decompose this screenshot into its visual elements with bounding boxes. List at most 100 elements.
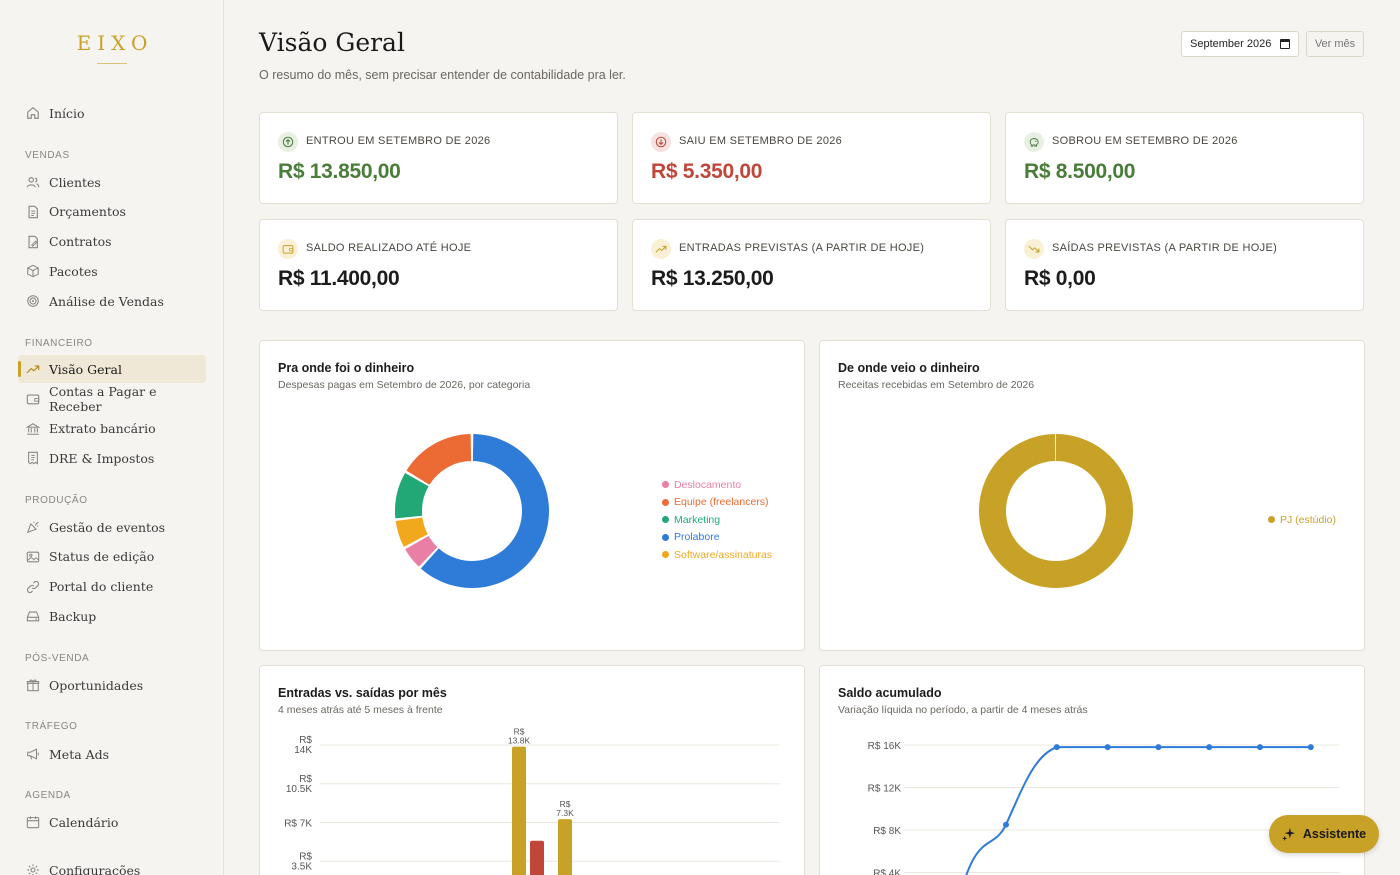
contract-icon [28,235,38,248]
sidebar-item-analise-de-vendas[interactable]: Análise de Vendas [18,287,206,315]
sidebar-item-dre-impostos[interactable]: DRE & Impostos [18,444,206,472]
sidebar-item-portal-do-cliente[interactable]: Portal do cliente [18,573,206,601]
legend-item-equipe-freelancers[interactable]: Equipe (freelancers) [662,494,772,512]
balance-point[interactable] [1053,744,1060,751]
sidebar-item-icon [26,580,40,594]
balance-point[interactable] [1206,744,1213,751]
donut-slice-prolabore[interactable] [420,434,549,588]
legend-item-marketing[interactable]: Marketing [662,511,772,529]
income-card-title: De onde veio o dinheiro [838,361,980,375]
legend-label: PJ (estúdio) [1280,513,1337,526]
sidebar-item-icon [26,550,40,564]
donut-slice-software-assinaturas[interactable] [395,517,428,547]
sidebar-item-icon [26,205,40,219]
month-picker-input[interactable]: September 2026 [1181,31,1299,57]
sidebar-section-agenda: AGENDA [25,790,71,801]
donut-slice-marketing[interactable] [395,472,429,519]
kpi-value: R$ 5.350,00 [651,160,763,183]
brand-logo: EIXO [76,31,154,55]
view-month-button[interactable]: Ver mês [1306,31,1364,57]
sidebar-item-icon [26,678,40,692]
balance-point[interactable] [1155,744,1162,751]
kpi-value: R$ 0,00 [1024,267,1096,290]
sidebar-item-configuracoes[interactable]: Configurações [18,856,206,875]
sidebar-item-contratos[interactable]: Contratos [18,228,206,256]
sidebar-item-inicio[interactable]: Início [18,99,206,127]
y-tick-label: R$ 4K [873,869,901,875]
main-content: Visão Geral O resumo do mês, sem precisa… [224,0,1400,875]
balance-point[interactable] [1003,821,1009,828]
y-tick-label: 14K [294,745,312,756]
donut-slice-pj-estudio[interactable] [979,434,1134,588]
sidebar-item-label: Pacotes [49,263,98,279]
expenses-legend: Deslocamento Equipe (freelancers) Marketin… [662,476,772,564]
kpi-card: SOBROU EM SETEMBRO DE 2026 R$ 8.500,00 [1005,112,1364,204]
legend-item-deslocamento[interactable]: Deslocamento [662,476,772,494]
sidebar-item-oportunidades[interactable]: Oportunidades [18,671,206,699]
sidebar-item-label: Análise de Vendas [49,293,164,309]
kpi-icon-wrap [1024,132,1044,152]
gift-icon [26,679,40,692]
balance-point[interactable] [1104,744,1111,751]
calendar-icon[interactable] [1280,39,1290,49]
legend-dot [662,498,669,506]
balance-card-subtitle: Variação líquida no período, a partir de… [838,704,1088,716]
y-tick-label: R$ 16K [868,741,902,752]
y-tick-label: R$ [299,774,312,785]
sidebar-item-icon [26,747,40,761]
legend-label: Equipe (freelancers) [674,496,769,509]
kpi-card: SALDO REALIZADO ATÉ HOJE R$ 11.400,00 [259,219,618,311]
drive-icon [26,611,40,622]
sidebar: EIXO Início VENDAS Clientes Orçamentos Contr… [0,0,224,875]
sidebar-item-gestao-de-eventos[interactable]: Gestão de eventos [18,513,206,541]
sidebar-item-label: DRE & Impostos [49,450,155,466]
arrow-down-circle-icon [655,136,667,148]
page-subtitle: O resumo do mês, sem precisar entender d… [259,68,626,82]
sidebar-item-backup[interactable]: Backup [18,602,206,630]
balance-point[interactable] [1257,744,1263,751]
sidebar-item-pacotes[interactable]: Pacotes [18,257,206,285]
sidebar-item-icon [26,235,40,249]
sidebar-item-status-de-edicao[interactable]: Status de edição [18,543,206,571]
sidebar-item-visao-geral[interactable]: Visão Geral [18,355,206,383]
users-icon [26,177,40,188]
sidebar-item-label: Orçamentos [49,204,126,220]
kpi-label: SOBROU EM SETEMBRO DE 2026 [1052,135,1238,147]
donut-slice-equipe-freelancers[interactable] [406,434,472,485]
kpi-value: R$ 11.400,00 [278,267,400,290]
package-icon [27,265,39,278]
sidebar-item-meta-ads[interactable]: Meta Ads [18,740,206,768]
monthly-card: Entradas vs. saídas por mês 4 meses atrá… [259,665,805,875]
sidebar-item-icon [26,451,40,466]
bar-data-label: R$ [514,727,525,737]
kpi-card: SAÍDAS PREVISTAS (A PARTIR DE HOJE) R$ 0,… [1005,219,1364,311]
bar-saidas[interactable] [530,840,544,875]
legend-item-software-assinaturas[interactable]: Software/assinaturas [662,546,772,564]
kpi-label: SALDO REALIZADO ATÉ HOJE [306,242,472,254]
donut-slice-deslocamento[interactable] [405,535,438,567]
bar-entradas[interactable] [512,746,526,875]
bar-entradas[interactable] [558,819,572,875]
income-card: De onde veio o dinheiro Receitas recebid… [819,340,1365,651]
sidebar-item-calendario[interactable]: Calendário [18,808,206,836]
legend-label: Software/assinaturas [674,548,773,561]
expenses-card-title: Pra onde foi o dinheiro [278,361,415,375]
y-tick-label: R$ 7K [284,819,312,830]
sidebar-item-label: Portal do cliente [49,579,154,595]
sidebar-item-orcamentos[interactable]: Orçamentos [18,198,206,226]
sidebar-item-label: Clientes [49,174,101,190]
assistant-button[interactable]: Assistente [1269,815,1379,853]
sidebar-item-extrato-bancario[interactable]: Extrato bancário [18,415,206,443]
sidebar-item-contas-a-pagar-e-receber[interactable]: Contas a Pagar e Receber [18,383,206,414]
legend-item-prolabore[interactable]: Prolabore [662,529,772,547]
balance-card-title: Saldo acumulado [838,686,942,700]
y-tick-label: 10.5K [286,784,312,795]
balance-point[interactable] [1307,744,1314,751]
balance-line [965,746,1311,875]
sidebar-item-label: Contas a Pagar e Receber [49,383,157,414]
kpi-card: SAIU EM SETEMBRO DE 2026 R$ 5.350,00 [632,112,991,204]
legend-item-pj-estudio[interactable]: PJ (estúdio) [1268,511,1336,529]
sidebar-item-clientes[interactable]: Clientes [18,168,206,196]
legend-dot [662,481,669,489]
party-icon [26,521,39,534]
